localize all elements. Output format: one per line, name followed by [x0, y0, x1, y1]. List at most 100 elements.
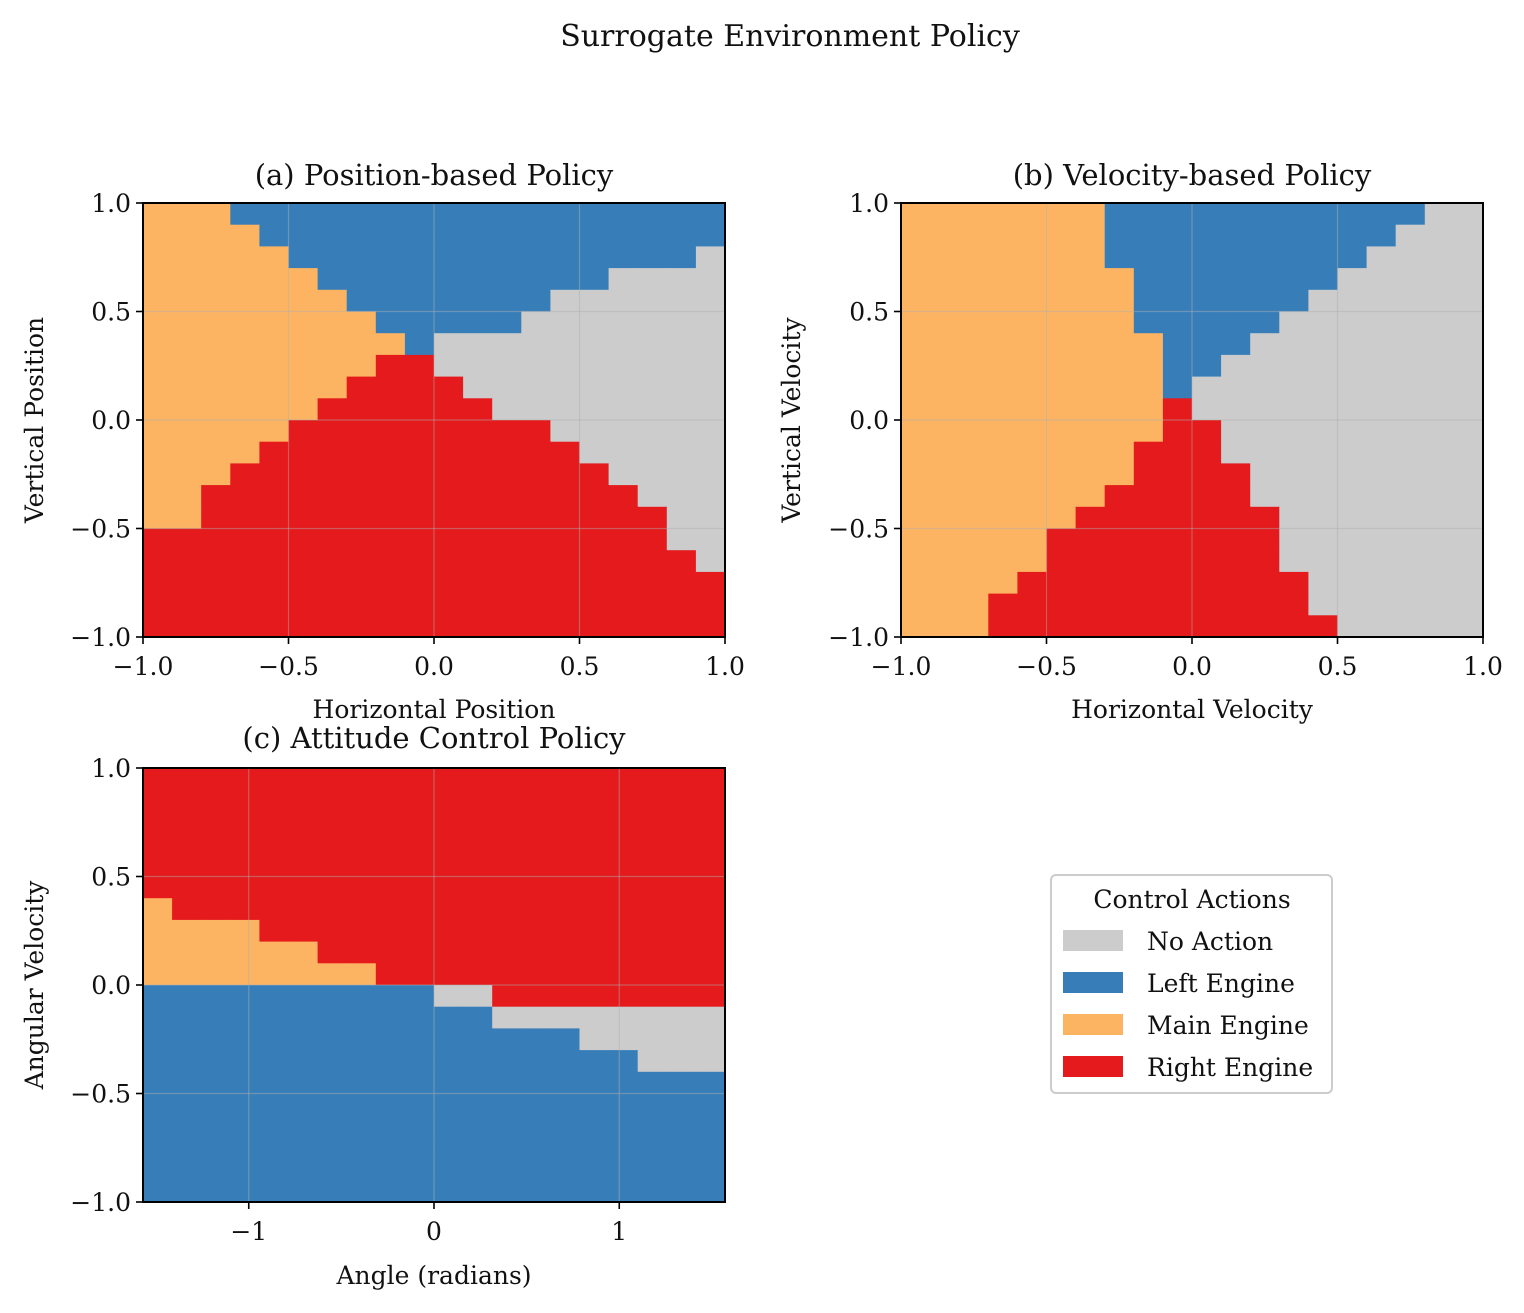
- heatmap-cell: [404, 811, 435, 834]
- heatmap-cell: [346, 506, 377, 530]
- heatmap-cell: [201, 571, 231, 595]
- x-tick-label: 0.5: [560, 652, 600, 681]
- heatmap-cell: [1453, 268, 1484, 291]
- heatmap-cell: [695, 571, 726, 595]
- heatmap-cell: [404, 876, 435, 899]
- heatmap-cell: [1133, 615, 1164, 638]
- heatmap-cell: [346, 571, 377, 595]
- heatmap-cell: [463, 441, 493, 464]
- heatmap-cell: [579, 571, 610, 595]
- heatmap-cell: [463, 833, 493, 856]
- heatmap-cell: [288, 833, 319, 856]
- heatmap-cell: [143, 1115, 173, 1138]
- heatmap-cell: [259, 1006, 290, 1029]
- heatmap-cell: [637, 398, 668, 421]
- heatmap-cell: [259, 398, 290, 421]
- heatmap-cell: [404, 420, 435, 443]
- y-tick-label: −0.5: [70, 1080, 131, 1109]
- heatmap-cell: [404, 246, 435, 269]
- heatmap-cell: [1046, 311, 1077, 334]
- heatmap-cell: [1366, 311, 1397, 334]
- heatmap-cell: [492, 1158, 522, 1181]
- heatmap-cell: [1133, 571, 1164, 595]
- heatmap-cell: [959, 289, 989, 313]
- heatmap-cell: [608, 963, 639, 986]
- x-tick-label: 0.0: [1172, 652, 1212, 681]
- heatmap-cell: [346, 354, 377, 378]
- heatmap-cell: [1221, 615, 1251, 638]
- heatmap-cell: [637, 1093, 668, 1116]
- heatmap-cell: [1162, 615, 1193, 638]
- heatmap-cell: [404, 854, 435, 878]
- heatmap-cell: [143, 1158, 173, 1181]
- heatmap-cell: [521, 528, 551, 551]
- panel-attitude-policy: (c) Attitude Control Policy −1 0 1 −1.0 −0.5…: [20, 721, 726, 1290]
- heatmap-cell: [288, 268, 319, 291]
- heatmap-cell: [1133, 528, 1164, 551]
- heatmap-cell: [259, 333, 290, 356]
- heatmap-cell: [988, 333, 1018, 356]
- heatmap-cell: [1104, 506, 1135, 530]
- heatmap-cell: [550, 876, 581, 899]
- heatmap-cell: [959, 354, 989, 378]
- heatmap-cell: [317, 485, 348, 508]
- heatmap-cell: [550, 506, 581, 530]
- heatmap-cell: [143, 311, 173, 334]
- heatmap-cell: [1162, 463, 1193, 486]
- heatmap-cell: [172, 376, 202, 399]
- heatmap-cell: [1046, 550, 1077, 573]
- heatmap-cell: [1017, 333, 1048, 356]
- heatmap-cell: [404, 1093, 435, 1116]
- heatmap-cell: [346, 854, 377, 878]
- y-tick-label: 1.0: [91, 189, 131, 218]
- heatmap-cell: [492, 919, 522, 943]
- heatmap-cell: [1017, 289, 1048, 313]
- heatmap-cell: [434, 463, 464, 486]
- legend-swatch: [1063, 930, 1123, 951]
- heatmap-cell: [550, 1115, 581, 1138]
- heatmap-cell: [201, 224, 231, 247]
- heatmap-cell: [201, 1093, 231, 1116]
- heatmap-cell: [172, 420, 202, 443]
- heatmap-cell: [901, 311, 931, 334]
- heatmap-cell: [375, 268, 406, 291]
- heatmap-cell: [930, 289, 960, 313]
- heatmap-cell: [143, 963, 173, 986]
- heatmap-cell: [201, 833, 231, 856]
- heatmap-cell: [1337, 593, 1368, 616]
- heatmap-cell: [375, 1071, 406, 1095]
- heatmap-cell: [201, 420, 231, 443]
- x-tick-label: −1.0: [113, 652, 174, 681]
- heatmap-cell: [288, 1071, 319, 1095]
- heatmap-cell: [1104, 528, 1135, 551]
- heatmap-cell: [550, 833, 581, 856]
- heatmap-cell: [1162, 441, 1193, 464]
- heatmap-cell: [695, 876, 726, 899]
- heatmap-cell: [608, 203, 639, 226]
- heatmap-cell: [901, 224, 931, 247]
- heatmap-cell: [230, 354, 260, 378]
- heatmap-cell: [375, 898, 406, 921]
- heatmap-cell: [1192, 485, 1222, 508]
- heatmap-cell: [579, 1115, 610, 1138]
- heatmap-cell: [346, 441, 377, 464]
- heatmap-cell: [259, 1158, 290, 1181]
- heatmap-cell: [1192, 289, 1222, 313]
- heatmap-cell: [1250, 615, 1280, 638]
- heatmap-cell: [988, 571, 1018, 595]
- heatmap-cell: [1133, 289, 1164, 313]
- heatmap-cell: [172, 333, 202, 356]
- heatmap-cell: [959, 268, 989, 291]
- heatmap-cell: [375, 615, 406, 638]
- heatmap-cell: [317, 919, 348, 943]
- heatmap-cell: [172, 1050, 202, 1073]
- heatmap-cell: [1250, 441, 1280, 464]
- heatmap-cell: [434, 268, 464, 291]
- heatmap-cell: [201, 789, 231, 812]
- heatmap-cell: [1162, 506, 1193, 530]
- heatmap-cell: [608, 289, 639, 313]
- heatmap-cell: [259, 550, 290, 573]
- heatmap-cell: [666, 354, 697, 378]
- heatmap-cell: [201, 1115, 231, 1138]
- heatmap-cell: [579, 333, 610, 356]
